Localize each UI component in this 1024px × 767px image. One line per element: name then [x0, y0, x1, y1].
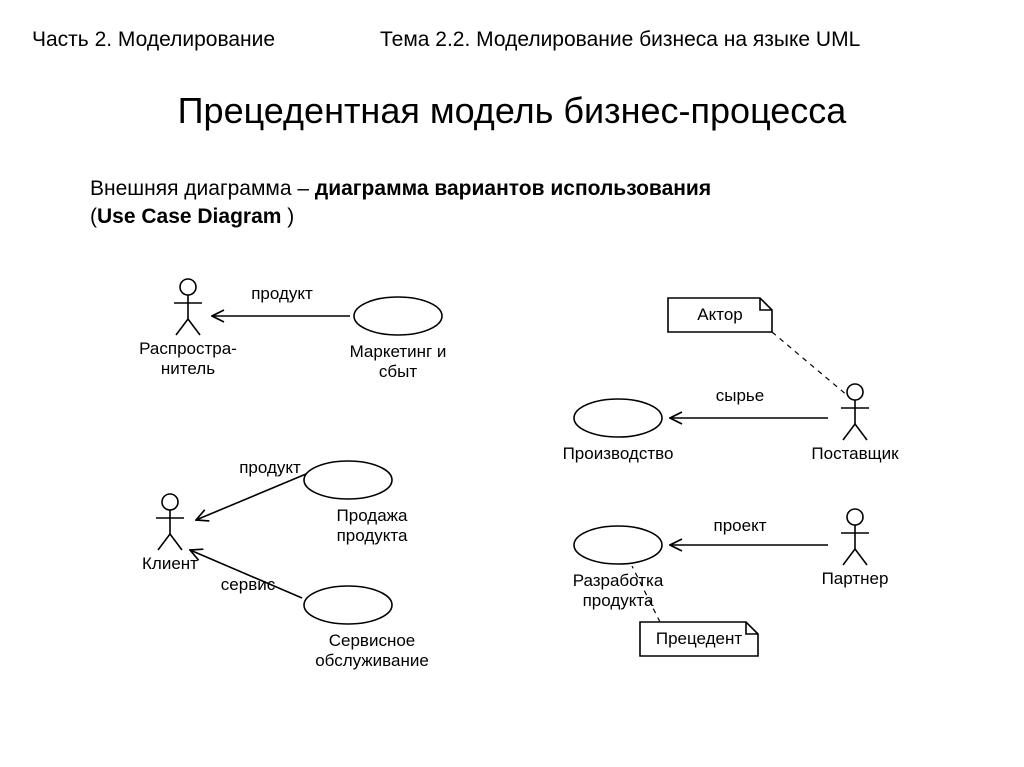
usecase-label-service: Сервисноеобслуживание: [292, 631, 452, 671]
edge-label-marketing-distributor: продукт: [232, 284, 332, 304]
usecase-marketing: [354, 297, 442, 335]
actor-distributor: [174, 279, 202, 335]
note-label-actor-note: Актор: [668, 305, 772, 325]
edge-label-partner-development: проект: [690, 516, 790, 536]
actor-label-partner: Партнер: [785, 569, 925, 589]
usecase-service: [304, 586, 392, 624]
usecase-development: [574, 526, 662, 564]
usecase-label-development: Разработкапродукта: [538, 571, 698, 611]
actor-client: [156, 494, 184, 550]
actor-label-supplier: Поставщик: [785, 444, 925, 464]
actor-label-distributor: Распростра-нитель: [118, 339, 258, 379]
usecase-label-marketing: Маркетинг исбыт: [318, 342, 478, 382]
actor-partner: [841, 509, 869, 565]
usecase-label-production: Производство: [538, 444, 698, 464]
usecase-production: [574, 399, 662, 437]
actor-supplier: [841, 384, 869, 440]
edge-label-supplier-production: сырье: [690, 386, 790, 406]
usecase-label-sales: Продажапродукта: [292, 506, 452, 546]
edge-label-service-client: сервис: [198, 575, 298, 595]
note-label-usecase-note: Прецедент: [640, 629, 758, 649]
actor-label-client: Клиент: [100, 554, 240, 574]
edge-label-sales-client: продукт: [220, 458, 320, 478]
edge-sales-to-client: [196, 474, 306, 520]
use-case-diagram: [0, 0, 1024, 767]
